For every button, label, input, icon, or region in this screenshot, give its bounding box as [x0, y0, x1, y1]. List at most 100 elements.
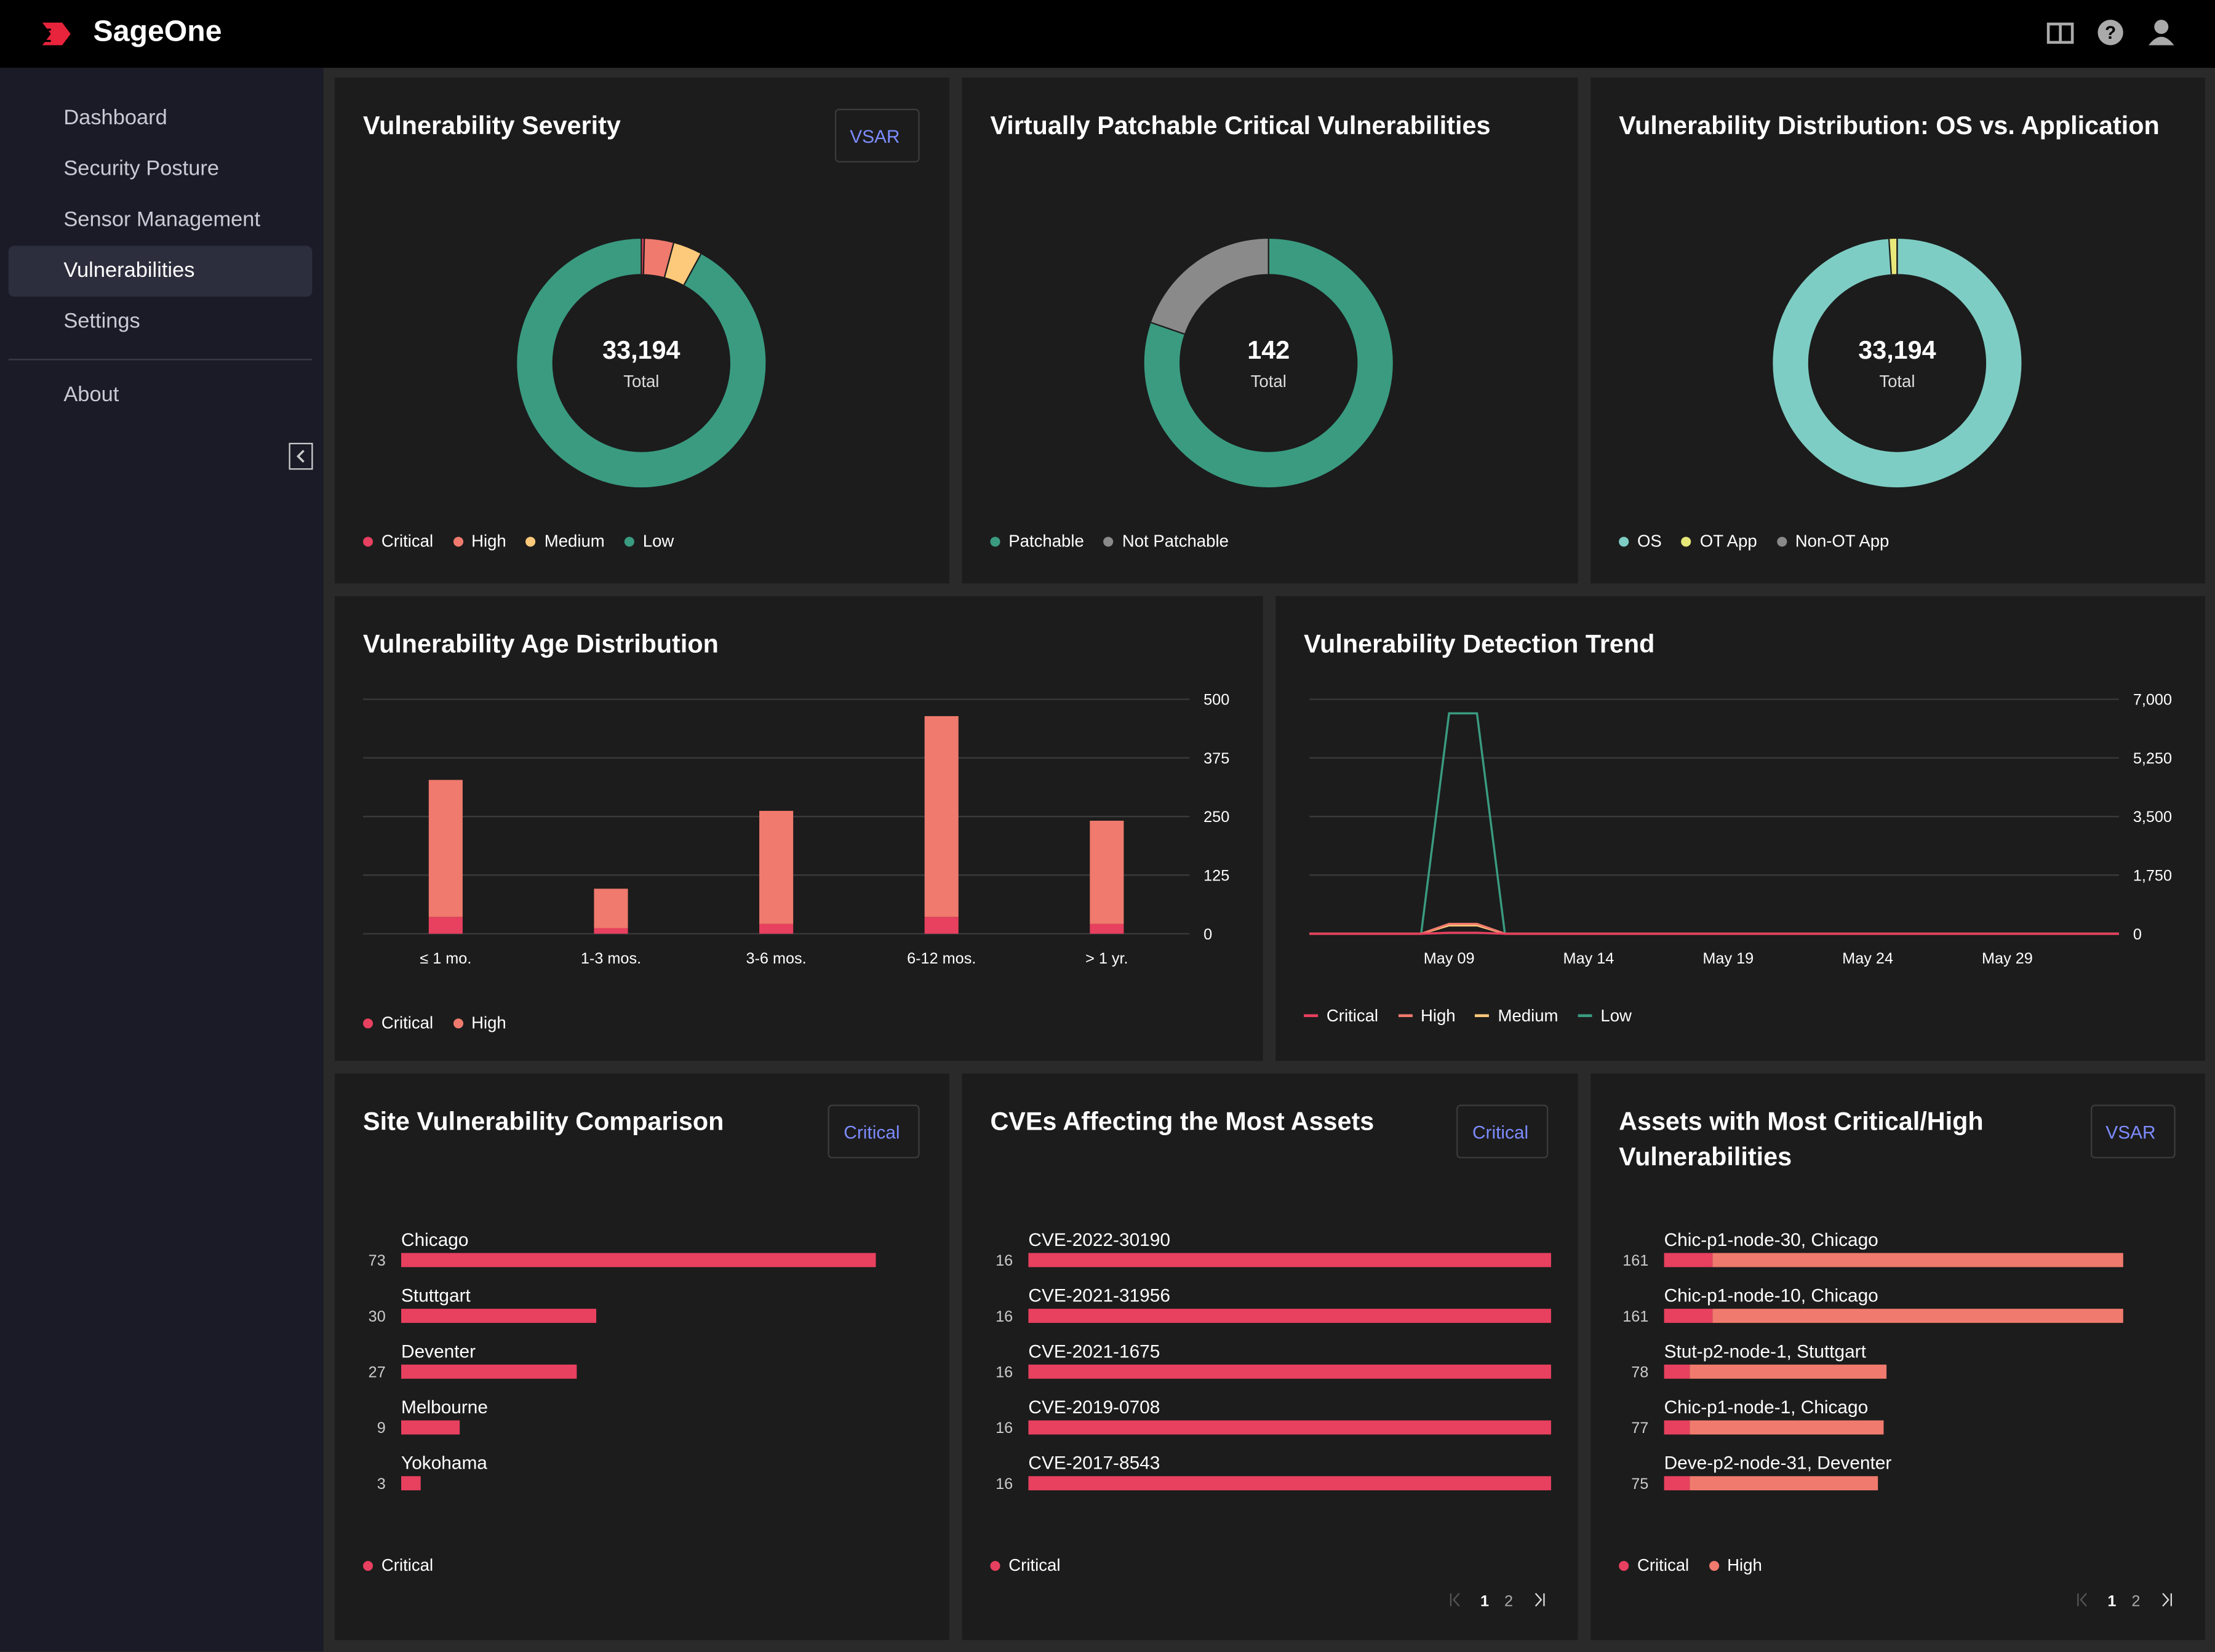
legend: Critical High — [1619, 1555, 1762, 1575]
title-text: Vulnerability Age Distribution — [363, 629, 719, 658]
bar-segment — [1090, 820, 1124, 924]
bar-label: Chic-p1-node-1, Chicago — [1664, 1397, 1869, 1418]
page-last[interactable] — [1535, 1593, 1545, 1607]
bar-value: 161 — [1622, 1252, 1648, 1269]
bar-segment — [1664, 1476, 1690, 1491]
legend-label: High — [1420, 1005, 1456, 1026]
legend-label: Patchable — [1008, 531, 1084, 551]
legend: Critical — [990, 1555, 1060, 1575]
legend-item: Low — [1578, 1006, 1632, 1026]
bar-value: 3 — [377, 1475, 386, 1493]
legend-item: Critical — [363, 531, 433, 551]
legend-marker — [1304, 1014, 1319, 1018]
legend-item: Not Patchable — [1103, 531, 1229, 551]
bar-value: 30 — [369, 1308, 386, 1325]
legend-marker — [1578, 1014, 1592, 1018]
chart: CVE-2022-30190 16 CVE-2021-31956 16 CVE-2021… — [996, 1230, 1551, 1610]
y-tick-label: 0 — [1203, 926, 1212, 943]
legend-item: Medium — [1475, 1006, 1558, 1026]
bar-label: Stut-p2-node-1, Stuttgart — [1664, 1341, 1867, 1362]
nav-item[interactable]: About — [9, 370, 313, 421]
legend-marker — [1103, 536, 1114, 546]
panel-title: CVEs Affecting the Most Assets — [990, 1104, 1385, 1143]
bar-label: CVE-2021-1675 — [1028, 1341, 1160, 1362]
center-value: 33,194 — [602, 336, 680, 364]
legend-item: Critical — [1619, 1555, 1689, 1575]
title-text: Vulnerability Severity — [363, 111, 621, 140]
bar-label: Deve-p2-node-31, Deventer — [1664, 1453, 1892, 1474]
dropdown[interactable]: VSAR — [834, 108, 920, 163]
nav-item[interactable]: Settings — [9, 297, 313, 348]
nav-label: Sensor Management — [63, 207, 261, 232]
page-last[interactable] — [2162, 1593, 2172, 1607]
header-icons[interactable]: ? — [2043, 17, 2198, 51]
series-line — [1309, 922, 2119, 935]
top-bar: SageOne ? — [0, 0, 2215, 68]
chart: 33,194 Total — [517, 239, 766, 488]
legend-item: High — [453, 531, 506, 551]
bar-segment — [1028, 1309, 1551, 1323]
panel: CVE-2022-30190 16 CVE-2021-31956 16 CVE-2021… — [962, 1073, 1578, 1640]
legend-marker — [1681, 536, 1692, 546]
nav-item[interactable]: Vulnerabilities — [8, 245, 313, 297]
title-text: Site Vulnerability Comparison — [363, 1107, 724, 1136]
collapse-button[interactable] — [288, 442, 316, 471]
panel: 0 125 250 375 500 ≤ 1 mo. 1-3 mos. 3-6 mos. 6-12… — [335, 596, 1263, 1061]
y-tick-label: 125 — [1203, 868, 1229, 885]
x-tick-label: ≤ 1 mo. — [420, 950, 471, 967]
legend-label: Low — [1600, 1005, 1632, 1026]
legend-label: Not Patchable — [1122, 531, 1229, 551]
legend-label: High — [1727, 1555, 1762, 1575]
page-number[interactable]: 1 — [2107, 1592, 2116, 1610]
logo — [34, 22, 71, 46]
page-number[interactable]: 2 — [2131, 1592, 2140, 1610]
legend: Critical High Medium Low — [363, 531, 674, 551]
legend-label: High — [471, 531, 506, 551]
slice-gap — [663, 242, 675, 277]
legend: OS OT App Non-OT App — [1619, 531, 1889, 551]
bar-label: Chic-p1-node-30, Chicago — [1664, 1230, 1878, 1250]
bar-segment — [401, 1364, 577, 1379]
legend-marker — [453, 1018, 463, 1028]
legend-label: OT App — [1699, 531, 1757, 551]
nav-item[interactable]: Sensor Management — [9, 195, 313, 246]
nav-item[interactable]: Security Posture — [9, 144, 313, 195]
center-caption: Total — [1879, 372, 1915, 391]
chart: 33,194 Total — [1773, 239, 2022, 488]
bar-label: Yokohama — [401, 1453, 487, 1474]
bar-segment — [1090, 924, 1124, 934]
page-number[interactable]: 1 — [1480, 1592, 1489, 1610]
bar-value: 16 — [996, 1475, 1013, 1493]
dropdown[interactable]: Critical — [1456, 1104, 1549, 1159]
page-number[interactable]: 2 — [1504, 1592, 1513, 1610]
x-tick-label: 3-6 mos. — [746, 950, 806, 967]
nav-item[interactable]: Dashboard — [9, 94, 313, 145]
legend-item: Critical — [1304, 1006, 1378, 1026]
legend-marker — [1619, 1560, 1629, 1570]
chart: Chicago 73 Stuttgart 30 Deventer 27 Melbourne 9… — [369, 1230, 876, 1493]
title-text: Vulnerability Detection Trend — [1304, 629, 1655, 658]
legend-label: Critical — [381, 1013, 434, 1033]
bar-segment — [428, 917, 463, 934]
legend-item: High — [1398, 1005, 1456, 1026]
legend-marker — [624, 536, 634, 546]
dropdown-label: VSAR — [2105, 1121, 2156, 1143]
x-tick-label: May 09 — [1424, 950, 1475, 967]
bar-value: 27 — [369, 1364, 386, 1381]
panel-title: Assets with Most Critical/High Vulnerabi… — [1619, 1104, 2043, 1178]
bar-segment — [1690, 1420, 1884, 1435]
bar-label: Deventer — [401, 1341, 476, 1362]
bar-segment — [401, 1476, 421, 1491]
dropdown[interactable]: VSAR — [2090, 1104, 2176, 1159]
dropdown-label: VSAR — [850, 126, 900, 147]
dropdown[interactable]: Critical — [828, 1104, 920, 1159]
bar-segment — [759, 810, 794, 924]
title-text: CVEs Affecting the Most Assets — [990, 1107, 1375, 1136]
x-tick-label: May 29 — [1982, 950, 2033, 967]
panel: Chic-p1-node-30, Chicago 161 Chic-p1-node-… — [1590, 1073, 2205, 1640]
bar-segment — [1664, 1420, 1690, 1435]
nav-label: Security Posture — [63, 156, 219, 181]
x-tick-label: May 14 — [1563, 950, 1614, 967]
bar-value: 9 — [377, 1419, 386, 1437]
